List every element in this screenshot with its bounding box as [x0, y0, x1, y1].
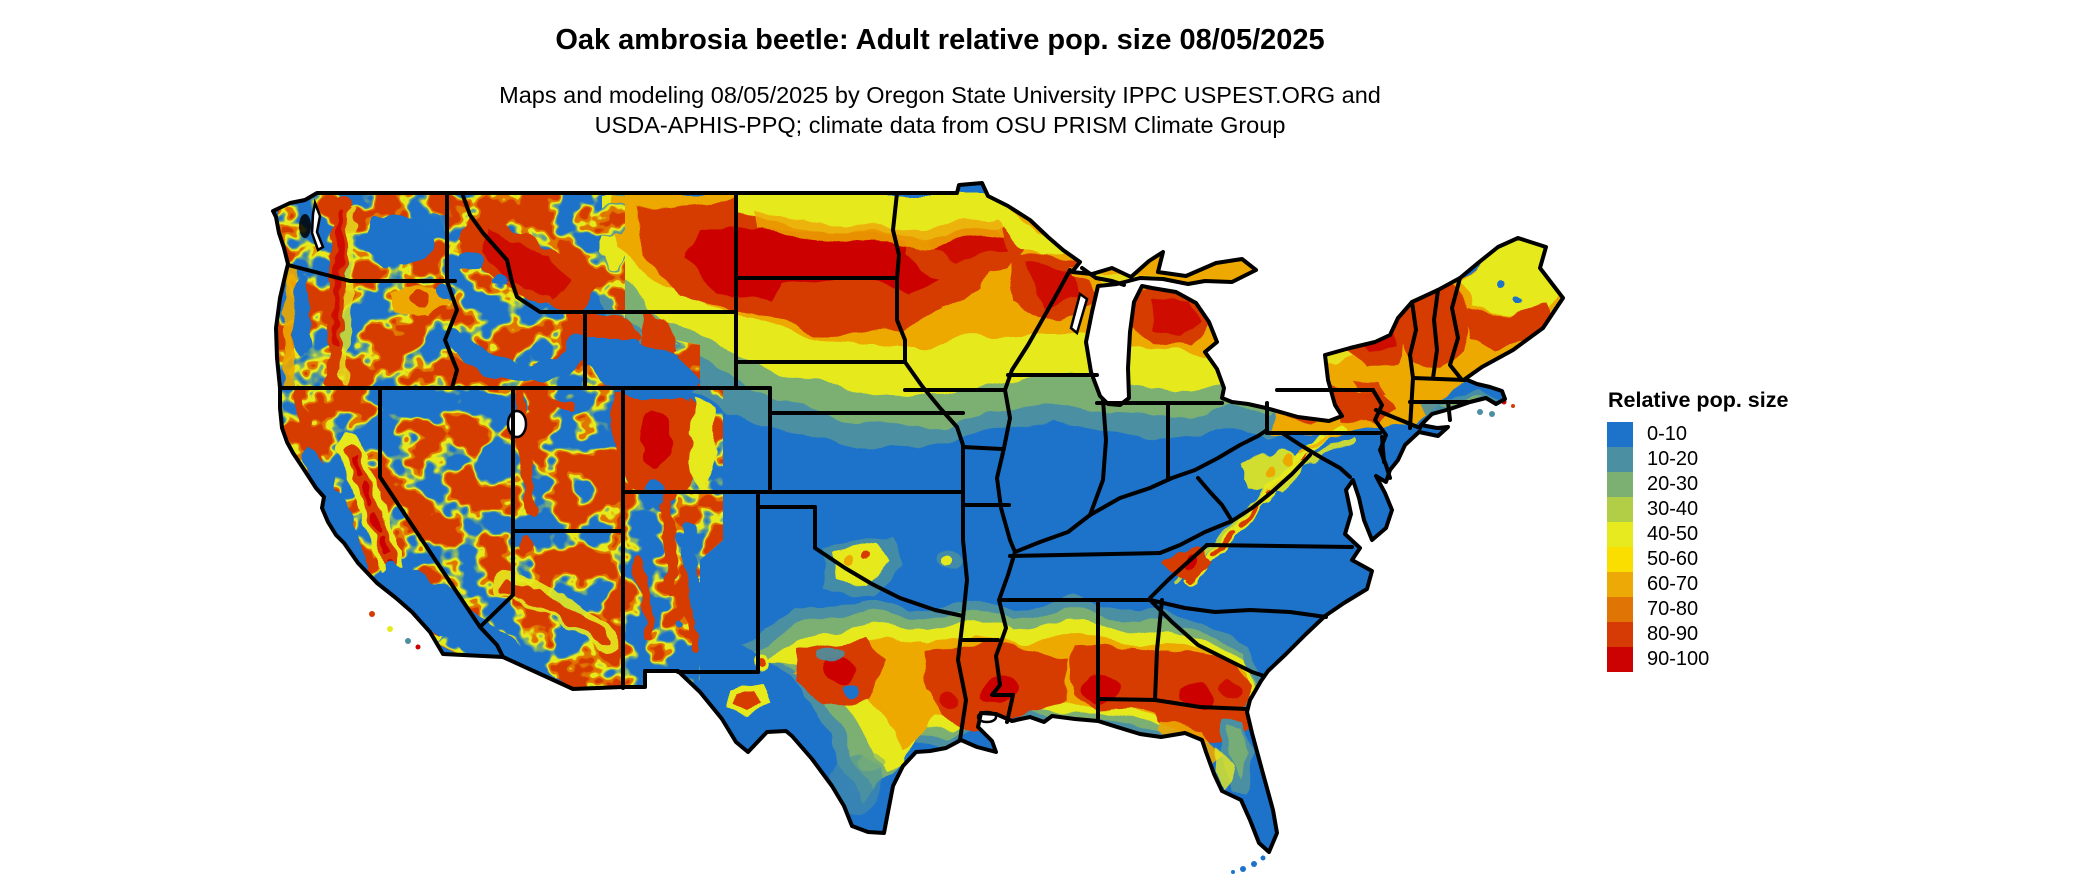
legend-item: 30-40 — [1607, 497, 1788, 522]
legend-item: 60-70 — [1607, 572, 1788, 597]
green-bay — [1069, 291, 1089, 336]
legend-swatch — [1607, 472, 1633, 497]
legend-item-label: 90-100 — [1647, 648, 1710, 670]
legend-swatch — [1607, 522, 1633, 547]
legend-swatch — [1607, 547, 1633, 572]
legend-item-label: 40-50 — [1647, 523, 1699, 545]
legend-item-label: 60-70 — [1647, 573, 1699, 595]
legend-item-label: 0-10 — [1647, 423, 1688, 445]
subtitle-line-2: USDA-APHIS-PPQ; climate data from OSU PR… — [594, 112, 1286, 138]
state-borders — [279, 191, 1470, 742]
legend-item: 70-80 — [1607, 597, 1788, 622]
legend-item: 90-100 — [1607, 647, 1788, 672]
legend-item-label: 20-30 — [1647, 473, 1699, 495]
gulf-band-layer — [730, 536, 1262, 812]
olympic-peninsula-shadow — [299, 214, 311, 238]
legend-swatch — [1607, 447, 1633, 472]
legend-item: 50-60 — [1607, 547, 1788, 572]
legend-item: 20-30 — [1607, 472, 1788, 497]
legend-item: 10-20 — [1607, 447, 1788, 472]
legend-item-label: 30-40 — [1647, 498, 1699, 520]
map-subtitle: Maps and modeling 08/05/2025 by Oregon S… — [0, 80, 1880, 140]
legend-items: 0-10 10-20 20-30 30-40 40-50 50-60 60-70 — [1607, 422, 1788, 672]
legend-item-label: 10-20 — [1647, 448, 1699, 470]
page-title: Oak ambrosia beetle: Adult relative pop.… — [555, 24, 1325, 56]
puget-sound — [310, 198, 325, 252]
legend-item-label: 70-80 — [1647, 598, 1699, 620]
legend-item: 0-10 — [1607, 422, 1788, 447]
legend-item-label: 80-90 — [1647, 623, 1699, 645]
legend-swatch — [1607, 622, 1633, 647]
legend: Relative pop. size 0-10 10-20 20-30 30-4… — [1607, 388, 1788, 672]
legend-title: Relative pop. size — [1608, 388, 1789, 412]
legend-swatch — [1607, 497, 1633, 522]
legend-item-label: 50-60 — [1647, 548, 1699, 570]
legend-swatch — [1607, 647, 1633, 672]
great-salt-lake — [506, 409, 528, 439]
legend-swatch — [1607, 422, 1633, 447]
legend-swatch — [1607, 597, 1633, 622]
island-details — [369, 399, 1515, 874]
legend-swatch — [1607, 572, 1633, 597]
legend-item: 80-90 — [1607, 622, 1788, 647]
west-structural-layer — [282, 196, 716, 692]
legend-item: 40-50 — [1607, 522, 1788, 547]
subtitle-line-1: Maps and modeling 08/05/2025 by Oregon S… — [499, 82, 1381, 108]
